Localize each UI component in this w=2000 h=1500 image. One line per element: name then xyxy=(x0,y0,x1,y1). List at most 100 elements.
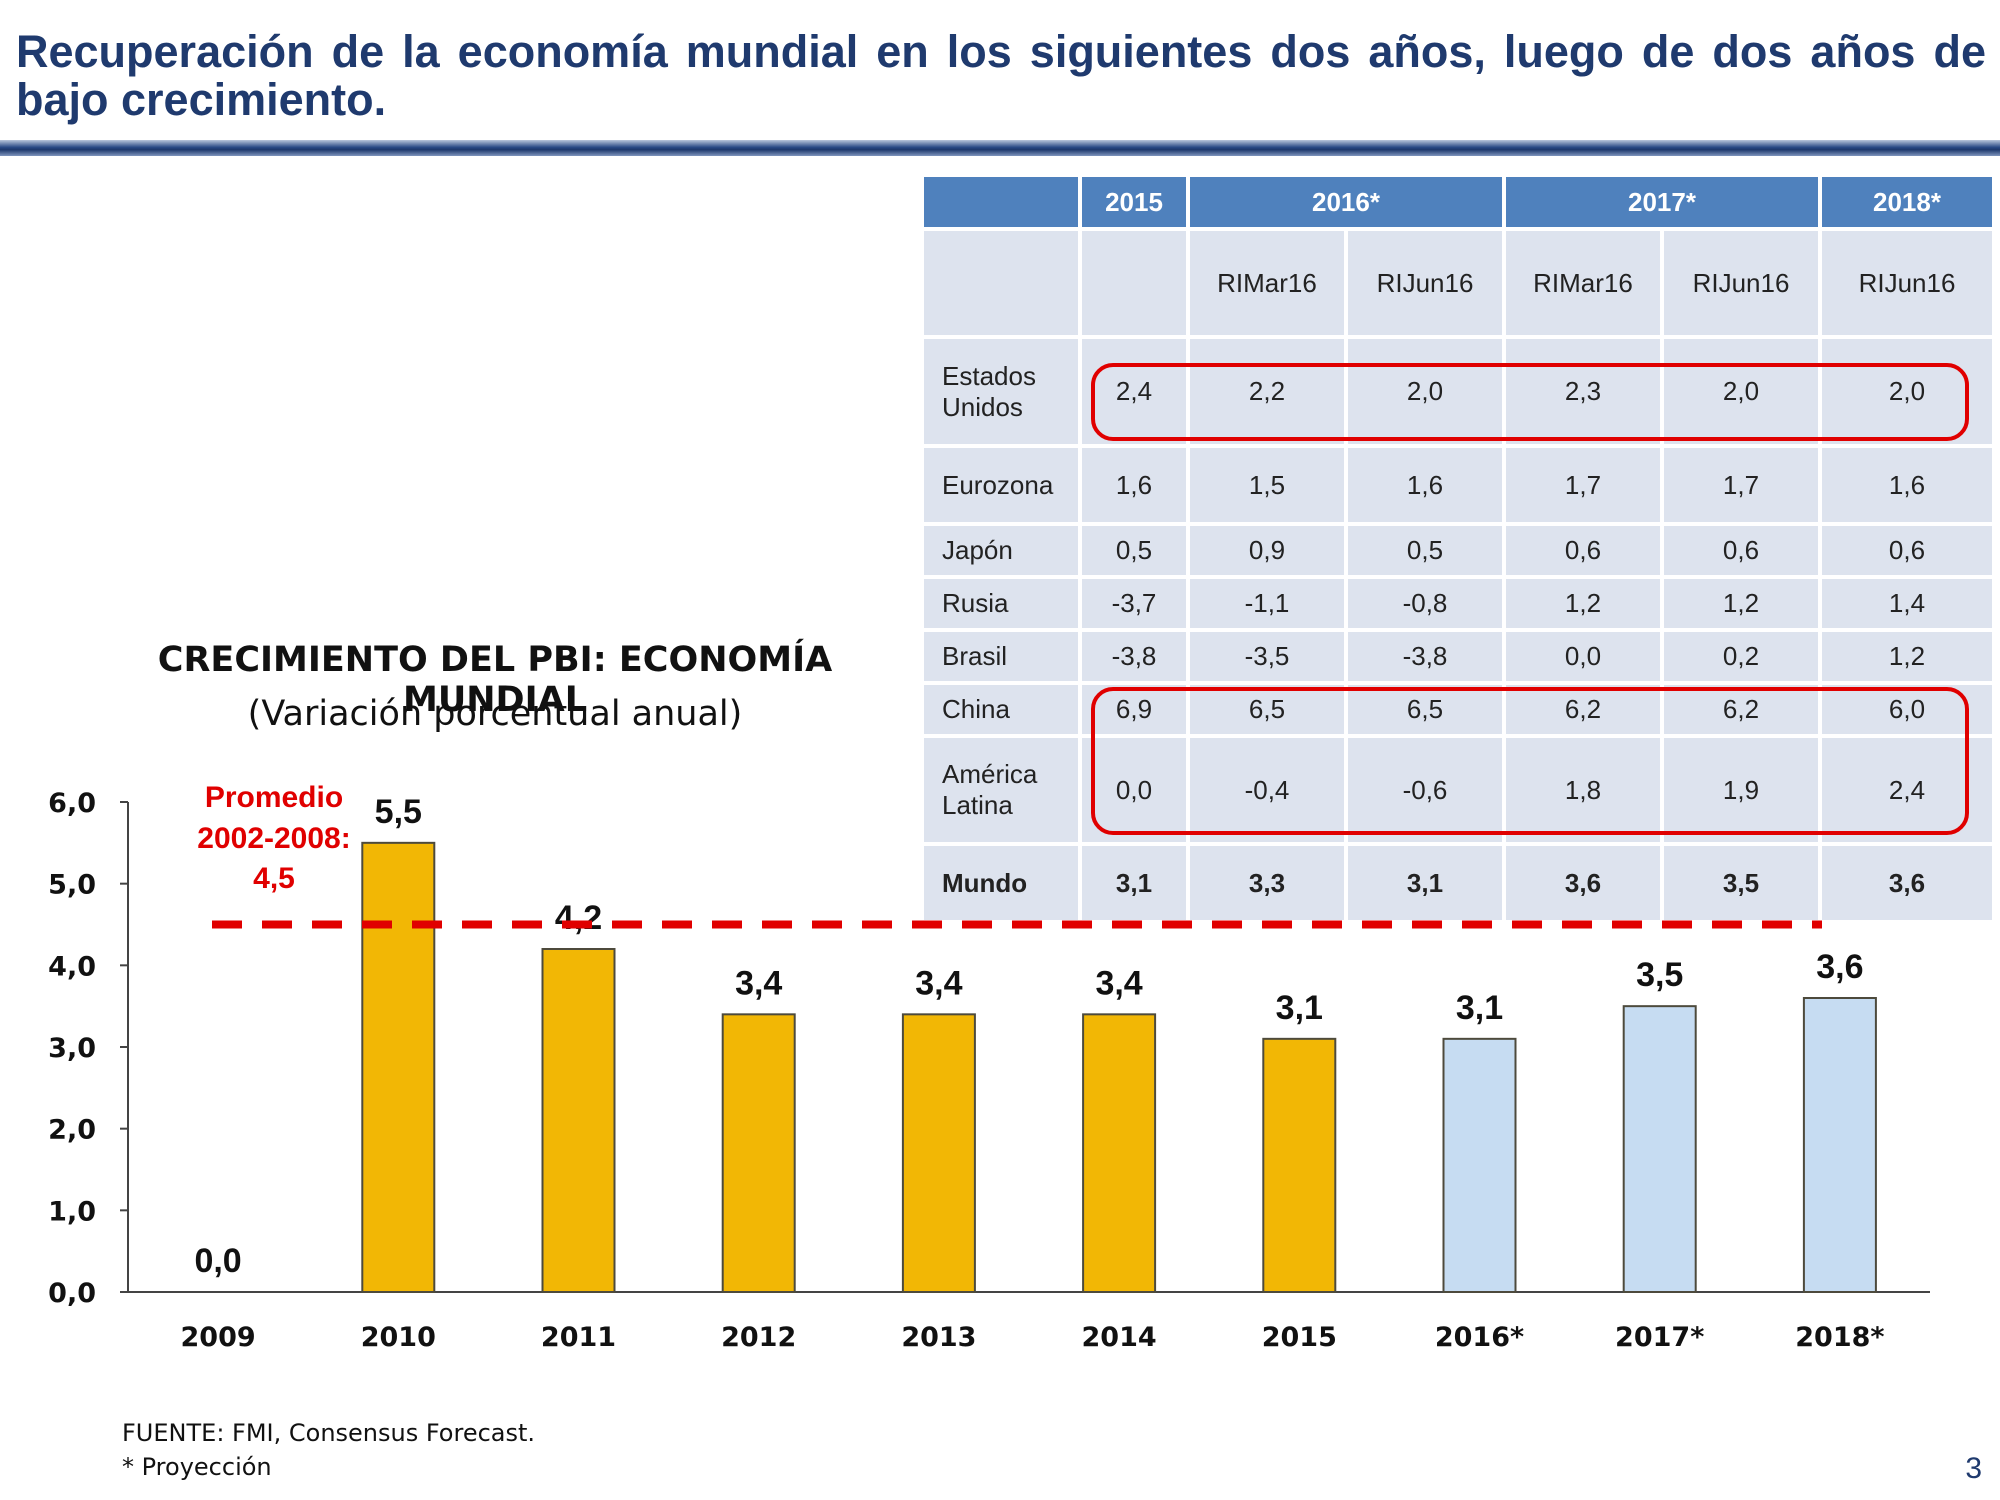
table-header-row: 2015 2016* 2017* 2018* xyxy=(924,177,1992,227)
bar xyxy=(361,841,436,1293)
table-cell: 1,5 xyxy=(1190,448,1344,522)
x-tick-label: 2011 xyxy=(541,1322,616,1353)
table-cell: 3,6 xyxy=(1822,846,1992,920)
page-number: 3 xyxy=(1965,1452,1982,1485)
table-cell: 0,6 xyxy=(1664,526,1818,575)
header-year: 2017* xyxy=(1506,177,1818,227)
country-label: Rusia xyxy=(924,579,1078,628)
bar-value-label: 3,1 xyxy=(1276,989,1323,1027)
bar xyxy=(901,1013,976,1293)
table-cell: 1,6 xyxy=(1348,448,1502,522)
table-cell: -1,1 xyxy=(1190,579,1344,628)
table-cell: 0,5 xyxy=(1082,526,1186,575)
table-cell: 1,4 xyxy=(1822,579,1992,628)
table-row: Rusia -3,7 -1,1 -0,8 1,2 1,2 1,4 xyxy=(924,579,1992,628)
bar-value-label: 3,1 xyxy=(1456,989,1503,1027)
bar-value-label: 0,0 xyxy=(194,1242,241,1280)
table-cell: 1,6 xyxy=(1822,448,1992,522)
table-row: América Latina 0,0 -0,4 -0,6 1,8 1,9 2,4 xyxy=(924,738,1992,842)
table-cell: 3,1 xyxy=(1348,846,1502,920)
y-tick-label: 3,0 xyxy=(48,1033,96,1064)
table-cell: 0,6 xyxy=(1506,526,1660,575)
table-row: Estados Unidos 2,4 2,2 2,0 2,3 2,0 2,0 xyxy=(924,339,1992,444)
bar xyxy=(1082,1013,1157,1293)
subheader-corner xyxy=(924,231,1078,335)
slide-title: Recuperación de la economía mundial en l… xyxy=(16,26,1986,125)
table-cell: 6,0 xyxy=(1822,685,1992,734)
table-cell: 0,2 xyxy=(1664,632,1818,681)
bar xyxy=(1802,997,1877,1293)
subheader-report: RIJun16 xyxy=(1822,231,1992,335)
table-cell: 0,5 xyxy=(1348,526,1502,575)
bar-value-label: 3,4 xyxy=(915,964,962,1002)
table-cell: 1,2 xyxy=(1822,632,1992,681)
x-tick-label: 2016* xyxy=(1435,1322,1524,1353)
table-subheader-row: RIMar16 RIJun16 RIMar16 RIJun16 RIJun16 xyxy=(924,231,1992,335)
table-cell: -3,8 xyxy=(1348,632,1502,681)
table-cell: 3,6 xyxy=(1506,846,1660,920)
table-cell: 2,3 xyxy=(1506,339,1660,444)
bar xyxy=(1622,1005,1697,1294)
bar-value-label: 3,5 xyxy=(1636,956,1683,994)
table-cell: -0,6 xyxy=(1348,738,1502,842)
table-cell: 2,2 xyxy=(1190,339,1344,444)
country-label: China xyxy=(924,685,1078,734)
x-tick-label: 2010 xyxy=(361,1322,436,1353)
table-cell: 1,2 xyxy=(1664,579,1818,628)
highlight-china-latam-circle xyxy=(1091,687,1969,835)
table-cell: -0,4 xyxy=(1190,738,1344,842)
table-row: Brasil -3,8 -3,5 -3,8 0,0 0,2 1,2 xyxy=(924,632,1992,681)
header-year: 2018* xyxy=(1822,177,1992,227)
bar xyxy=(1262,1037,1337,1294)
country-label: América Latina xyxy=(924,738,1078,842)
table-row-world: Mundo 3,1 3,3 3,1 3,6 3,5 3,6 xyxy=(924,846,1992,920)
table-cell: -3,5 xyxy=(1190,632,1344,681)
table-cell: 3,1 xyxy=(1082,846,1186,920)
country-label: Japón xyxy=(924,526,1078,575)
y-tick-label: 4,0 xyxy=(48,951,96,982)
average-label: 4,5 xyxy=(253,862,295,895)
bar-value-label: 3,4 xyxy=(735,964,782,1002)
y-tick-label: 2,0 xyxy=(48,1115,96,1146)
header-year: 2016* xyxy=(1190,177,1502,227)
table-cell: 0,0 xyxy=(1506,632,1660,681)
y-tick-label: 5,0 xyxy=(48,870,96,901)
table-cell: 6,5 xyxy=(1190,685,1344,734)
header-year: 2015 xyxy=(1082,177,1186,227)
bar xyxy=(1442,1037,1517,1294)
table-cell: 1,7 xyxy=(1664,448,1818,522)
chart-title: CRECIMIENTO DEL PBI: ECONOMÍA MUNDIAL xyxy=(157,640,833,720)
bar-value-label: 3,4 xyxy=(1095,964,1142,1002)
table-cell: 1,2 xyxy=(1506,579,1660,628)
table-cell: 1,6 xyxy=(1082,448,1186,522)
table-cell: 1,7 xyxy=(1506,448,1660,522)
subheader-report: RIJun16 xyxy=(1348,231,1502,335)
chart-subtitle: (Variación porcentual anual) xyxy=(247,694,743,734)
footer-source: FUENTE: FMI, Consensus Forecast. xyxy=(122,1419,536,1447)
table-row: Eurozona 1,6 1,5 1,6 1,7 1,7 1,6 xyxy=(924,448,1992,522)
table-cell: 2,0 xyxy=(1664,339,1818,444)
header-corner xyxy=(924,177,1078,227)
average-label: Promedio xyxy=(205,781,343,814)
subheader-report: RIMar16 xyxy=(1506,231,1660,335)
y-tick-label: 1,0 xyxy=(48,1196,96,1227)
table-cell: 2,0 xyxy=(1348,339,1502,444)
title-divider xyxy=(0,140,2000,156)
y-tick-label: 0,0 xyxy=(48,1278,96,1309)
highlight-usa-circle xyxy=(1091,363,1969,441)
footer-note: * Proyección xyxy=(122,1453,272,1481)
country-label: Mundo xyxy=(924,846,1078,920)
country-label: Brasil xyxy=(924,632,1078,681)
table-cell: 0,9 xyxy=(1190,526,1344,575)
table-cell: 3,5 xyxy=(1664,846,1818,920)
x-tick-label: 2012 xyxy=(721,1322,796,1353)
x-tick-label: 2017* xyxy=(1615,1322,1704,1353)
table-cell: 6,2 xyxy=(1664,685,1818,734)
x-tick-label: 2009 xyxy=(181,1322,256,1353)
gdp-forecast-table: 2015 2016* 2017* 2018* RIMar16 RIJun16 R… xyxy=(920,173,1996,924)
table-row: Japón 0,5 0,9 0,5 0,6 0,6 0,6 xyxy=(924,526,1992,575)
table-cell: 6,5 xyxy=(1348,685,1502,734)
subheader-report: RIJun16 xyxy=(1664,231,1818,335)
bar xyxy=(721,1013,796,1293)
